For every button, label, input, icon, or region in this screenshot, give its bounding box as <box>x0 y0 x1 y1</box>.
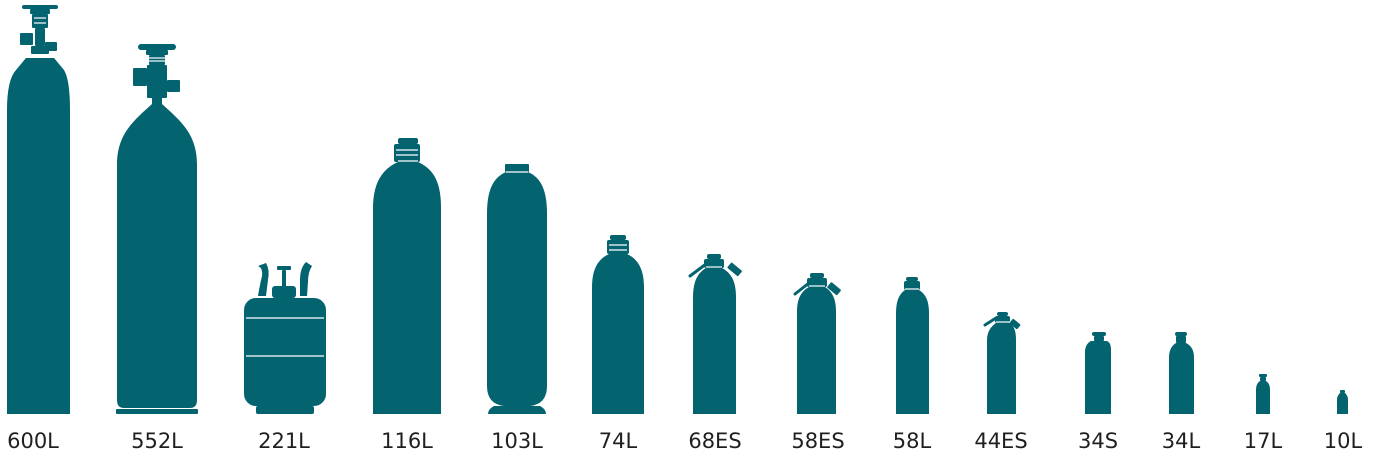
cylinder-label-17l: 17L <box>1243 429 1283 453</box>
cylinder-label-74l: 74L <box>598 429 638 453</box>
cylinder-label-44es: 44ES <box>974 429 1028 453</box>
cylinder-label-58l: 58L <box>892 429 932 453</box>
cylinder-34s-icon <box>1085 332 1111 414</box>
cylinder-label-116l: 116L <box>381 429 433 453</box>
cylinder-label-34s: 34S <box>1077 429 1119 453</box>
cylinder-600l-icon <box>7 5 70 414</box>
cylinder-44es-icon <box>983 312 1021 414</box>
cylinder-58l-icon <box>896 277 929 414</box>
cylinder-label-221l: 221L <box>258 429 310 453</box>
cylinder-34l-icon <box>1169 332 1194 414</box>
cylinder-116l-icon <box>373 138 441 414</box>
cylinder-103l-icon <box>487 164 547 414</box>
cylinder-label-34l: 34L <box>1161 429 1201 453</box>
cylinder-label-600l: 600L <box>7 429 59 453</box>
cylinder-74l-icon <box>592 235 644 414</box>
cylinder-17l-icon <box>1256 374 1270 414</box>
cylinder-label-552l: 552L <box>131 429 183 453</box>
cylinder-label-58es: 58ES <box>791 429 845 453</box>
cylinder-label-103l: 103L <box>491 429 543 453</box>
cylinder-221l-icon <box>244 262 326 414</box>
cylinder-552l-icon <box>116 44 198 414</box>
cylinder-68es-icon <box>688 254 742 414</box>
cylinder-10l-icon <box>1337 390 1348 414</box>
cylinder-58es-icon <box>793 273 841 414</box>
cylinder-label-68es: 68ES <box>688 429 742 453</box>
cylinder-label-10l: 10L <box>1323 429 1363 453</box>
